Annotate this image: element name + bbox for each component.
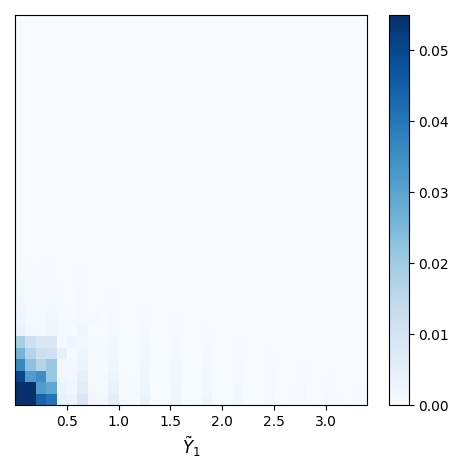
X-axis label: $\tilde{Y}_1$: $\tilde{Y}_1$ xyxy=(182,435,201,459)
